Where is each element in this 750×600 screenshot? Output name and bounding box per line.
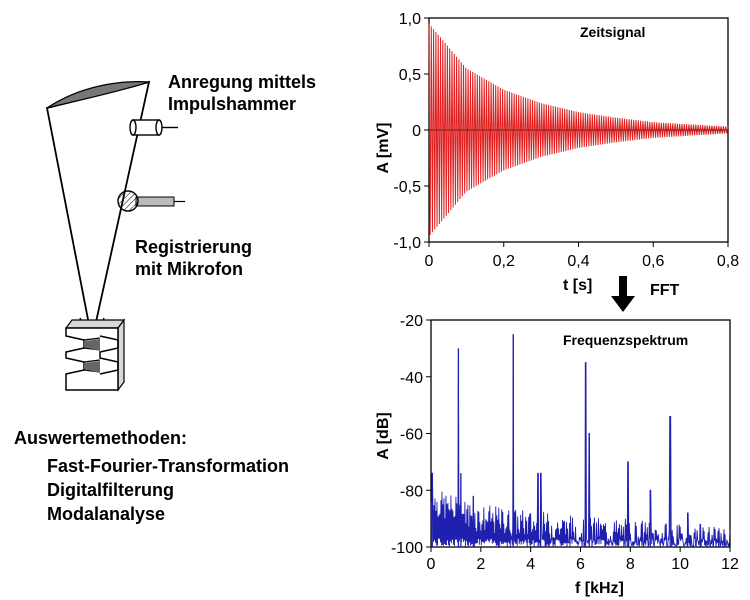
spectrum-x-tick-label: 2 [476, 556, 485, 573]
blade-tip-shading [46, 81, 150, 109]
spectrum-x-tick-label: 12 [721, 556, 739, 573]
method-digital-filter: Digitalfilterung [47, 480, 174, 500]
hammer-icon [129, 119, 178, 136]
time-y-tick-label: 1,0 [399, 11, 421, 28]
spectrum-x-tick-label: 0 [427, 556, 436, 573]
spectrum-x-label: f [kHz] [575, 580, 624, 597]
spectrum-x-tick-label: 4 [526, 556, 535, 573]
time-x-label: t [s] [563, 277, 592, 294]
time-x-tick-label: 0,2 [493, 253, 515, 270]
time-y-tick-label: 0 [412, 123, 421, 140]
microphone-icon [117, 190, 185, 212]
time-y-tick-label: -0,5 [393, 179, 421, 196]
spectrum-series [430, 334, 731, 549]
mic-annotation-line1: Registrierung [135, 237, 253, 257]
time-chart-title: Zeitsignal [580, 24, 645, 40]
mic-annotation-line2: mit Mikrofon [135, 259, 243, 279]
time-x-tick-label: 0 [425, 253, 434, 270]
spectrum-y-tick-label: -100 [391, 540, 423, 557]
spectrum-y-tick-label: -40 [400, 370, 423, 387]
time-y-tick-label: -1,0 [393, 235, 421, 252]
spectrum-plot-frame [430, 319, 731, 548]
spectrum-y-label: A [dB] [375, 412, 392, 459]
spectrum-y-tick-label: -60 [400, 427, 423, 444]
time-x-tick-label: 0,8 [717, 253, 739, 270]
time-signal-series [428, 23, 729, 236]
spectrum-y-tick-label: -20 [400, 313, 423, 330]
hammer-annotation-line2: Impulshammer [168, 94, 297, 114]
blade-root-clamp [64, 318, 126, 392]
spectrum-x-tick-label: 10 [671, 556, 689, 573]
time-waveform [428, 23, 729, 236]
method-modal-analysis: Modalanalyse [47, 504, 166, 524]
methods-title: Auswertemethoden: [14, 428, 188, 448]
spectrum-trace [430, 334, 731, 549]
spectrum-chart-title: Frequenzspektrum [563, 332, 688, 348]
spectrum-x-tick-label: 8 [626, 556, 635, 573]
down-arrow-icon [611, 276, 635, 312]
spectrum-y-tick-label: -80 [400, 483, 423, 500]
hammer-annotation-line1: Anregung mittels [168, 72, 317, 92]
fft-label: FFT [650, 282, 680, 299]
time-y-tick-label: 0,5 [399, 67, 421, 84]
spectrum-x-tick-label: 6 [576, 556, 585, 573]
time-x-tick-label: 0,6 [642, 253, 664, 270]
method-fft: Fast-Fourier-Transformation [47, 456, 290, 476]
time-x-tick-label: 0,4 [567, 253, 589, 270]
time-y-label: A [mV] [375, 123, 392, 174]
